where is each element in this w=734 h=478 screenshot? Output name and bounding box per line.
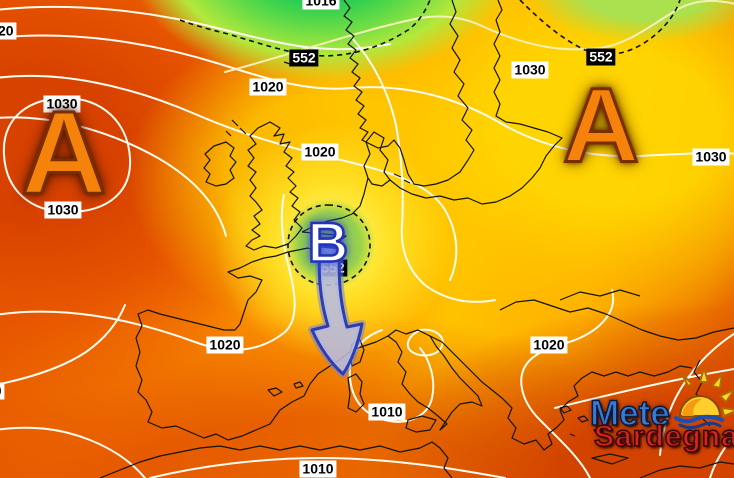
high-pressure-letter-right: A <box>561 65 641 186</box>
isobar-label: 1020 <box>301 143 339 161</box>
isobar-label: 1016 <box>302 0 340 10</box>
logo-text-meteo: Mete <box>589 393 670 434</box>
isobar-label: 1010 <box>299 460 337 478</box>
isobar-label: 1030 <box>44 201 82 219</box>
isobar-label: 1020 <box>206 336 244 354</box>
isobar-label: 1020 <box>0 382 5 400</box>
isobar-label: 1020 <box>249 78 287 96</box>
isobar-contours <box>0 5 734 478</box>
gpt-552-label: 552 <box>586 48 616 66</box>
isobar-label: 1030 <box>692 148 730 166</box>
low-pressure-letter: B <box>307 209 350 275</box>
isobar-label: 1020 <box>0 22 17 40</box>
sun-icon <box>674 367 734 429</box>
meteosardegna-logo: Mete Sardegna <box>556 367 734 476</box>
logo-text-sardegna: Sardegna <box>593 419 734 454</box>
isobar-label: 1030 <box>43 95 81 113</box>
isobar-label: 1020 <box>530 336 568 354</box>
high-pressure-letter-left: A <box>20 86 108 221</box>
isobar-label: 1010 <box>368 403 406 421</box>
isobar-label: 1030 <box>511 61 549 79</box>
gpt-552-label: 552 <box>289 49 319 67</box>
